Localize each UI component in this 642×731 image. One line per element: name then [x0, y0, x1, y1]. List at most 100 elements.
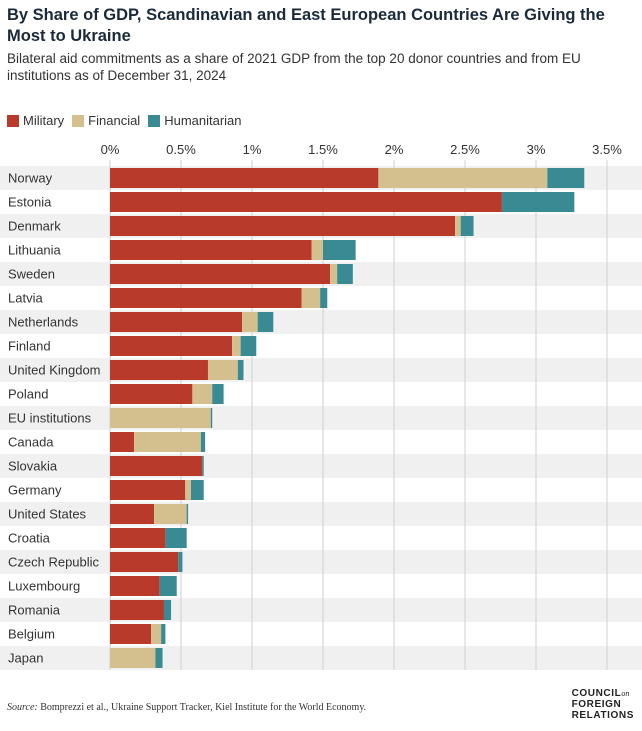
- category-label: United Kingdom: [8, 363, 101, 378]
- bar-segment-financial: [185, 480, 191, 500]
- bar-segment-military: [110, 336, 233, 356]
- logo-line-relations: RELATIONS: [571, 710, 634, 721]
- bar-segment-military: [110, 528, 166, 548]
- row-background: [0, 502, 642, 526]
- legend-item-military: Military: [7, 113, 64, 128]
- row-background: [0, 358, 642, 382]
- x-tick-label: 1.5%: [308, 142, 338, 157]
- bar-segment-humanitarian: [237, 360, 244, 380]
- source-note: Source: Bomprezzi et al., Ukraine Suppor…: [7, 702, 366, 713]
- legend: Military Financial Humanitarian: [7, 113, 250, 128]
- bar-segment-military: [110, 432, 135, 452]
- bar-segment-military: [110, 216, 456, 236]
- category-label: Luxembourg: [8, 579, 80, 594]
- legend-swatch-military: [7, 114, 19, 127]
- bar-segment-humanitarian: [323, 240, 356, 260]
- bar-segment-humanitarian: [178, 552, 183, 572]
- bar-segment-military: [110, 264, 331, 284]
- bar-segment-humanitarian: [155, 648, 163, 668]
- row-background: [0, 454, 642, 478]
- chart-subtitle: Bilateral aid commitments as a share of …: [7, 51, 581, 83]
- category-label: Slovakia: [8, 459, 58, 474]
- legend-item-humanitarian: Humanitarian: [148, 113, 242, 128]
- bar-segment-financial: [242, 312, 258, 332]
- bar-segment-financial: [134, 432, 201, 452]
- category-label: Estonia: [8, 195, 52, 210]
- cfr-logo: COUNCILon FOREIGN RELATIONS: [572, 688, 634, 721]
- bar-segment-military: [110, 312, 243, 332]
- category-label: Latvia: [8, 291, 43, 306]
- category-label: United States: [8, 507, 87, 522]
- bar-segment-humanitarian: [337, 264, 353, 284]
- bar-chart: 0% 0.5% 1% 1.5% 2% 2.5% 3% 3.5% Norway Estonia Den…: [0, 142, 642, 670]
- bar-segment-humanitarian: [161, 624, 166, 644]
- category-label: Netherlands: [8, 315, 79, 330]
- category-label: Czech Republic: [8, 555, 100, 570]
- bar-segment-humanitarian: [159, 576, 177, 596]
- row-background: [0, 406, 642, 430]
- category-label: Romania: [8, 603, 61, 618]
- bar-segment-military: [110, 384, 193, 404]
- bar-segment-humanitarian: [240, 336, 257, 356]
- bar-segment-financial: [330, 264, 338, 284]
- bar-segment-military: [110, 192, 502, 212]
- bar-segment-financial: [110, 648, 156, 668]
- legend-label-financial: Financial: [88, 113, 141, 128]
- bar-segment-humanitarian: [501, 192, 575, 212]
- bar-segment-financial: [154, 504, 187, 524]
- x-tick-label: 0.5%: [166, 142, 196, 157]
- bar-segment-financial: [151, 624, 162, 644]
- logo-line-foreign: FOREIGN: [571, 699, 622, 710]
- category-label: Finland: [8, 339, 51, 354]
- bar-segment-financial: [232, 336, 241, 356]
- logo-on: on: [621, 689, 630, 698]
- legend-item-financial: Financial: [72, 113, 140, 128]
- bar-segment-military: [110, 624, 152, 644]
- category-label: Sweden: [8, 267, 55, 282]
- category-label: Germany: [8, 483, 62, 498]
- x-tick-label: 3.5%: [592, 142, 622, 157]
- bar-segment-humanitarian: [257, 312, 274, 332]
- bar-segment-financial: [378, 168, 548, 188]
- bar-segment-humanitarian: [320, 288, 328, 308]
- bar-segment-military: [110, 576, 160, 596]
- x-tick-label: 0%: [101, 142, 120, 157]
- bar-segment-financial: [207, 360, 238, 380]
- category-label: Norway: [8, 171, 53, 186]
- legend-swatch-financial: [72, 114, 85, 127]
- category-label: EU institutions: [8, 411, 92, 426]
- logo-line-council: COUNCIL: [571, 688, 622, 699]
- bar-segment-financial: [192, 384, 213, 404]
- bar-segment-financial: [110, 408, 211, 428]
- category-label: Lithuania: [8, 243, 62, 258]
- bar-segment-humanitarian: [190, 480, 204, 500]
- category-label: Japan: [8, 651, 43, 666]
- legend-swatch-humanitarian: [148, 114, 161, 127]
- bar-segment-military: [110, 360, 208, 380]
- category-label: Poland: [8, 387, 48, 402]
- bar-segment-humanitarian: [163, 600, 172, 620]
- bar-segment-financial: [455, 216, 461, 236]
- row-background: [0, 550, 642, 574]
- category-label: Denmark: [8, 219, 61, 234]
- bar-segment-humanitarian: [200, 432, 206, 452]
- bar-segment-humanitarian: [202, 456, 204, 476]
- bar-segment-humanitarian: [210, 408, 213, 428]
- source-label: Source:: [7, 702, 38, 713]
- bar-segment-military: [110, 552, 179, 572]
- x-tick-label: 3%: [527, 142, 546, 157]
- row-background: [0, 646, 642, 670]
- category-label: Croatia: [8, 531, 51, 546]
- row-background: [0, 598, 642, 622]
- chart-title: By Share of GDP, Scandinavian and East E…: [7, 6, 605, 45]
- bar-segment-military: [110, 288, 302, 308]
- bar-segment-military: [110, 240, 312, 260]
- source-text: Bomprezzi et al., Ukraine Support Tracke…: [40, 702, 367, 713]
- bar-segment-military: [110, 600, 164, 620]
- bar-segment-humanitarian: [165, 528, 187, 548]
- bar-segment-military: [110, 168, 379, 188]
- bar-segment-military: [110, 504, 155, 524]
- legend-label-military: Military: [23, 113, 65, 128]
- x-tick-label: 2%: [385, 142, 404, 157]
- bar-segment-humanitarian: [547, 168, 585, 188]
